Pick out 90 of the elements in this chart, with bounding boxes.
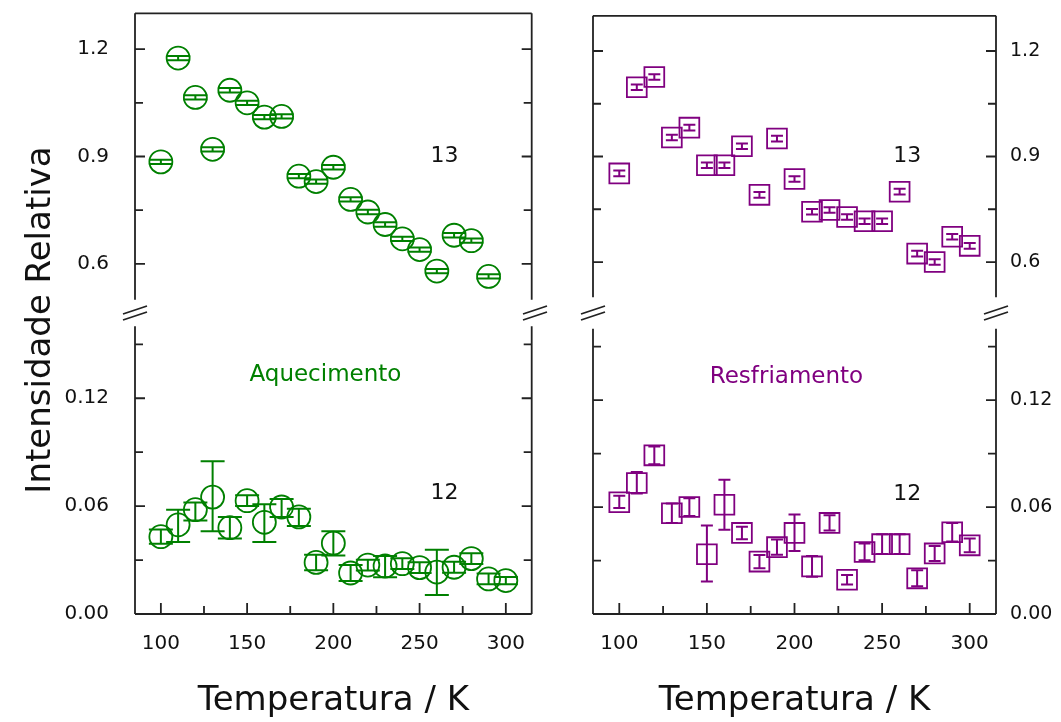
x-tick-label: 150 <box>687 630 726 655</box>
point <box>441 554 467 580</box>
y-tick-label: 1.2 <box>1010 37 1041 60</box>
point <box>783 522 806 544</box>
y-tick-label: 0.12 <box>64 384 109 409</box>
annotation: Aquecimento <box>249 360 402 387</box>
y-tick-label: 0.6 <box>1010 248 1041 271</box>
x-axis-title: Temperatura / K <box>657 678 932 719</box>
point <box>731 135 753 158</box>
point <box>355 552 381 578</box>
point <box>338 187 363 212</box>
x-tick-label: 300 <box>486 630 525 655</box>
point <box>643 66 666 88</box>
point <box>608 491 631 514</box>
point <box>165 45 191 71</box>
point <box>871 210 893 233</box>
point <box>836 206 858 228</box>
point <box>493 568 519 593</box>
point <box>251 104 277 130</box>
point <box>286 163 312 189</box>
point <box>269 104 295 129</box>
point <box>389 226 415 252</box>
point <box>748 184 771 206</box>
point <box>626 76 648 99</box>
point <box>696 154 718 177</box>
x-tick-label: 100 <box>600 630 639 655</box>
text: 13 <box>430 142 459 168</box>
point <box>906 242 928 265</box>
point <box>713 493 736 516</box>
point <box>389 551 415 577</box>
y-tick-label: 0.9 <box>1010 143 1041 166</box>
point <box>424 258 450 284</box>
point <box>678 116 701 139</box>
point <box>200 484 226 510</box>
point <box>476 264 501 289</box>
y-tick-label: 0.12 <box>1010 387 1053 410</box>
point <box>836 568 858 591</box>
point <box>661 126 683 149</box>
y-axis-title: Intensidade Relativa <box>18 146 58 494</box>
point <box>407 237 432 262</box>
point <box>783 168 806 190</box>
point <box>182 85 208 110</box>
point <box>251 509 277 535</box>
point <box>713 154 736 177</box>
x-tick-label: 150 <box>228 630 267 655</box>
point <box>458 228 484 254</box>
x-tick-label: 200 <box>314 630 353 655</box>
point <box>234 90 260 116</box>
point <box>441 222 467 248</box>
point <box>941 225 963 248</box>
point <box>320 154 346 180</box>
x-tick-label: 250 <box>863 630 902 655</box>
point <box>696 543 718 566</box>
point <box>234 488 260 514</box>
point <box>766 127 788 150</box>
point <box>801 200 823 223</box>
series-label: 12 <box>893 479 922 505</box>
y-tick-label: 0.06 <box>1010 493 1053 516</box>
y-tick-label: 0.6 <box>77 250 109 275</box>
point <box>458 546 484 572</box>
point <box>217 77 243 103</box>
x-tick-label: 300 <box>950 630 989 655</box>
x-tick-label: 200 <box>775 630 814 655</box>
point <box>923 251 946 273</box>
x-tick-label: 250 <box>400 630 439 655</box>
y-tick-label: 1.2 <box>77 35 109 60</box>
point <box>148 149 174 175</box>
point <box>407 555 432 581</box>
point <box>165 512 191 538</box>
x-axis-title: Temperatura / K <box>196 678 471 719</box>
point <box>355 199 381 225</box>
series-label: 13 <box>893 142 922 168</box>
point <box>200 136 226 162</box>
point <box>148 524 174 550</box>
point <box>303 169 329 194</box>
point <box>888 180 911 203</box>
y-tick-label: 0.00 <box>64 600 109 625</box>
point <box>424 559 450 585</box>
text: 12 <box>430 478 459 504</box>
y-tick-label: 0.9 <box>77 142 109 167</box>
point <box>608 162 631 185</box>
y-tick-label: 0.00 <box>1010 600 1053 623</box>
point <box>853 210 876 233</box>
point <box>372 212 398 237</box>
point <box>818 199 841 221</box>
point <box>958 235 981 257</box>
x-tick-label: 100 <box>141 630 180 655</box>
y-tick-label: 0.06 <box>64 492 109 517</box>
annotation: Resfriamento <box>709 362 864 389</box>
point <box>476 566 501 592</box>
